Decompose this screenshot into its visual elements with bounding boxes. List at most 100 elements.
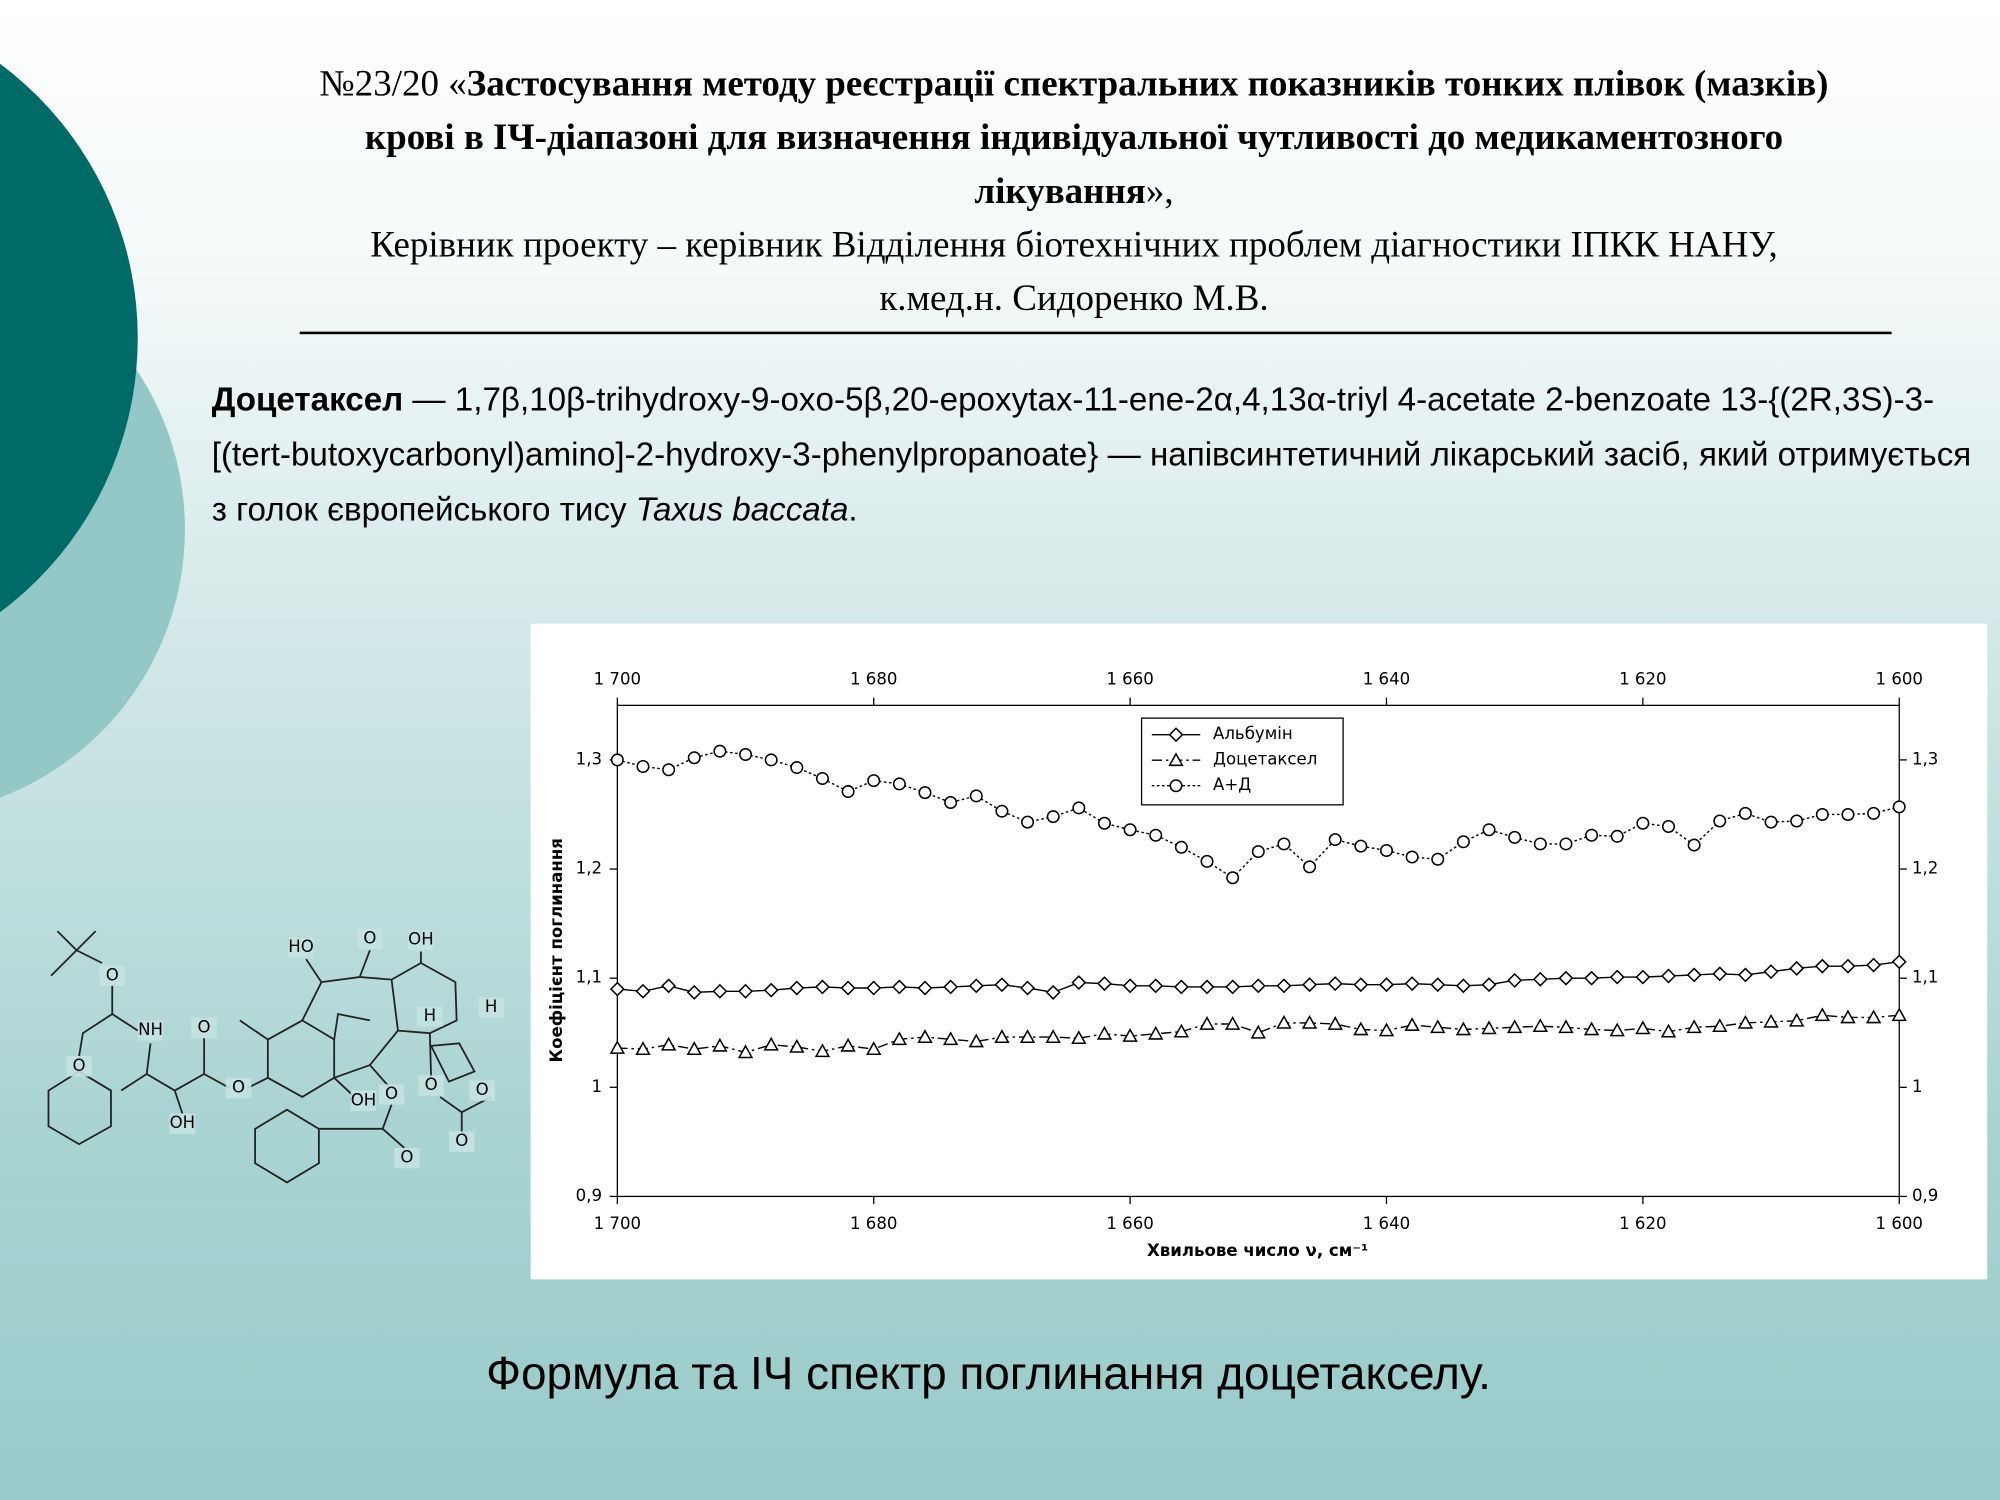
data-point bbox=[994, 1029, 1010, 1043]
benzoyl bbox=[254, 1108, 320, 1184]
data-point bbox=[1815, 807, 1829, 821]
atom-label: O bbox=[476, 1080, 489, 1099]
atom-label-bg bbox=[417, 1006, 443, 1027]
data-point bbox=[662, 763, 676, 777]
atom-label-bg bbox=[478, 997, 504, 1018]
data-point bbox=[814, 979, 830, 995]
data-point bbox=[1532, 1018, 1548, 1033]
bond bbox=[369, 1064, 390, 1088]
x-tick-label: 1 680 bbox=[850, 1214, 897, 1233]
atom-label-bg bbox=[408, 929, 434, 951]
bond bbox=[173, 1090, 184, 1114]
data-point bbox=[789, 980, 805, 996]
bond bbox=[174, 1073, 205, 1092]
data-point bbox=[1250, 978, 1266, 994]
bond bbox=[203, 1073, 231, 1089]
bond bbox=[359, 951, 422, 981]
data-point bbox=[1610, 829, 1624, 843]
data-point bbox=[891, 1031, 908, 1046]
data-point bbox=[1404, 1017, 1420, 1031]
ring-c bbox=[397, 962, 458, 1035]
data-point bbox=[764, 753, 778, 767]
data-point bbox=[661, 978, 677, 994]
data-point bbox=[1353, 977, 1369, 993]
atom-label-bg bbox=[378, 1084, 405, 1105]
x-tick-label-top: 1 640 bbox=[1363, 669, 1410, 688]
data-point bbox=[1686, 1019, 1702, 1034]
bond bbox=[239, 1019, 269, 1041]
supervisor: Керівник проекту – керівник Відділення б… bbox=[370, 224, 1778, 319]
atom-label-bg bbox=[66, 1056, 92, 1077]
bond bbox=[333, 979, 399, 1079]
data-point bbox=[917, 1029, 933, 1043]
atom-label-bg bbox=[137, 1020, 164, 1041]
data-point bbox=[1045, 1029, 1061, 1043]
data-point bbox=[1866, 957, 1882, 973]
y-tick-label: 1 bbox=[591, 1077, 602, 1096]
data-point bbox=[840, 1037, 856, 1052]
data-point bbox=[1585, 828, 1599, 842]
data-point bbox=[1713, 814, 1727, 828]
data-point bbox=[1635, 1020, 1651, 1035]
data-point bbox=[660, 1036, 677, 1051]
bond bbox=[146, 1073, 176, 1092]
x-tick-label-top: 1 700 bbox=[594, 669, 641, 688]
data-point bbox=[1097, 816, 1111, 830]
data-point bbox=[1891, 1007, 1907, 1022]
atom-label-bg bbox=[394, 1147, 420, 1169]
data-point bbox=[1378, 1022, 1395, 1037]
data-point bbox=[1481, 977, 1497, 993]
atom-label-bg bbox=[357, 928, 383, 949]
data-point bbox=[737, 1044, 754, 1059]
data-point bbox=[789, 1038, 805, 1053]
data-point bbox=[1430, 977, 1446, 993]
title-rule bbox=[299, 331, 1892, 335]
data-point bbox=[1302, 977, 1318, 993]
atom-label: O bbox=[198, 1018, 211, 1037]
data-point bbox=[1404, 976, 1420, 992]
data-point bbox=[1224, 1016, 1241, 1030]
data-point bbox=[1096, 1025, 1113, 1040]
bond bbox=[75, 930, 97, 951]
data-point bbox=[1814, 958, 1830, 974]
data-point bbox=[1431, 852, 1445, 866]
data-point bbox=[1712, 1018, 1728, 1033]
data-point bbox=[1558, 1019, 1574, 1034]
data-point bbox=[1250, 1024, 1266, 1039]
data-point bbox=[738, 983, 753, 999]
data-point bbox=[1661, 968, 1676, 984]
legend-marker bbox=[1168, 752, 1184, 767]
data-point bbox=[866, 1041, 882, 1055]
data-point bbox=[1790, 814, 1804, 828]
data-point bbox=[1840, 1009, 1856, 1024]
data-point bbox=[1327, 976, 1343, 992]
data-point bbox=[763, 1036, 779, 1051]
data-point bbox=[1481, 1020, 1497, 1035]
data-point bbox=[1303, 860, 1317, 874]
atom-label-bg bbox=[448, 1131, 475, 1152]
series-line bbox=[617, 1014, 1900, 1054]
atom-label: OH bbox=[351, 1090, 377, 1109]
data-point bbox=[1764, 815, 1778, 829]
y-tick-label: 0,9 bbox=[576, 1186, 602, 1205]
bond bbox=[439, 1096, 463, 1133]
data-point bbox=[1558, 970, 1574, 986]
data-point bbox=[1122, 978, 1138, 994]
title-end: », bbox=[1145, 170, 1174, 212]
title: №23/20 «Застосування методу реєстрації с… bbox=[315, 57, 1833, 325]
atom-label-bg bbox=[225, 1077, 252, 1099]
x-tick-label-top: 1 600 bbox=[1876, 669, 1923, 688]
data-point bbox=[917, 980, 933, 996]
data-point bbox=[712, 1037, 728, 1052]
bond bbox=[111, 1013, 139, 1032]
y-tick-label-right: 0,9 bbox=[1912, 1186, 1938, 1205]
legend-marker bbox=[1168, 727, 1184, 743]
data-point bbox=[1455, 1021, 1472, 1036]
data-point bbox=[686, 1041, 702, 1055]
data-point bbox=[1148, 1025, 1164, 1040]
data-point bbox=[1173, 1023, 1190, 1038]
data-point bbox=[1455, 978, 1471, 994]
data-point bbox=[1021, 815, 1035, 829]
